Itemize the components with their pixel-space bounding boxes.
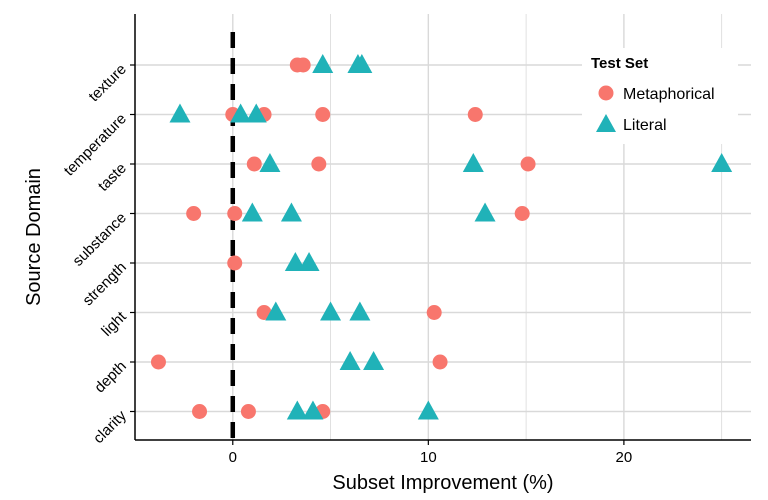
point-literal-temperature	[169, 103, 191, 123]
point-literal-substance	[474, 202, 496, 222]
legend-label-metaphorical: Metaphorical	[623, 86, 715, 103]
point-literal-depth	[339, 351, 361, 370]
point-metaphorical-light	[426, 305, 442, 320]
point-metaphorical-substance	[227, 206, 243, 221]
y-tick-label-texture: texture	[85, 61, 129, 105]
legend: Test Set Metaphorical Literal	[582, 48, 738, 144]
x-axis-title: Subset Improvement (%)	[332, 472, 553, 494]
point-literal-light	[349, 301, 371, 321]
point-metaphorical-temperature	[315, 107, 331, 122]
point-literal-clarity	[302, 400, 324, 420]
x-tick-label: 0	[229, 449, 237, 466]
point-metaphorical-taste	[311, 156, 327, 172]
legend-key-metaphorical	[598, 85, 614, 101]
point-literal-taste	[711, 153, 733, 172]
legend-key-literal	[596, 114, 616, 132]
legend-label-literal: Literal	[623, 117, 667, 134]
point-literal-substance	[241, 202, 263, 222]
point-literal-strength	[284, 252, 306, 271]
point-metaphorical-clarity	[192, 404, 208, 419]
point-metaphorical-taste	[520, 156, 536, 172]
points-layer	[150, 54, 733, 420]
point-metaphorical-strength	[227, 255, 243, 271]
y-tick-label-strength: strength	[79, 259, 129, 309]
y-tick-label-substance: substance	[69, 209, 129, 269]
point-metaphorical-texture	[295, 57, 311, 73]
point-literal-temperature	[230, 103, 252, 123]
point-literal-texture	[312, 54, 334, 73]
point-metaphorical-taste	[246, 156, 262, 172]
x-tick-label: 10	[420, 449, 437, 466]
point-literal-strength	[298, 252, 320, 271]
y-tick-label-light: light	[98, 308, 130, 340]
axes-layer	[134, 14, 751, 441]
point-literal-texture	[351, 54, 373, 73]
point-literal-depth	[363, 351, 385, 370]
point-literal-taste	[259, 153, 281, 172]
point-metaphorical-depth	[150, 354, 166, 370]
point-literal-clarity	[286, 400, 308, 420]
point-literal-light	[320, 301, 342, 321]
y-axis-title: Source Domain	[23, 168, 45, 306]
y-tick-label-clarity: clarity	[90, 407, 130, 447]
point-metaphorical-substance	[186, 206, 202, 221]
point-literal-clarity	[417, 400, 439, 420]
y-tick-label-taste: taste	[95, 160, 130, 195]
point-metaphorical-clarity	[240, 404, 256, 419]
point-metaphorical-substance	[514, 206, 530, 221]
point-literal-temperature	[245, 103, 267, 123]
legend-title: Test Set	[591, 55, 648, 72]
point-literal-light	[265, 301, 287, 321]
point-literal-substance	[280, 202, 302, 222]
point-metaphorical-temperature	[467, 107, 483, 122]
point-literal-taste	[462, 153, 484, 172]
x-tick-label: 20	[616, 449, 633, 466]
point-metaphorical-depth	[432, 354, 448, 370]
y-tick-label-depth: depth	[91, 358, 130, 397]
